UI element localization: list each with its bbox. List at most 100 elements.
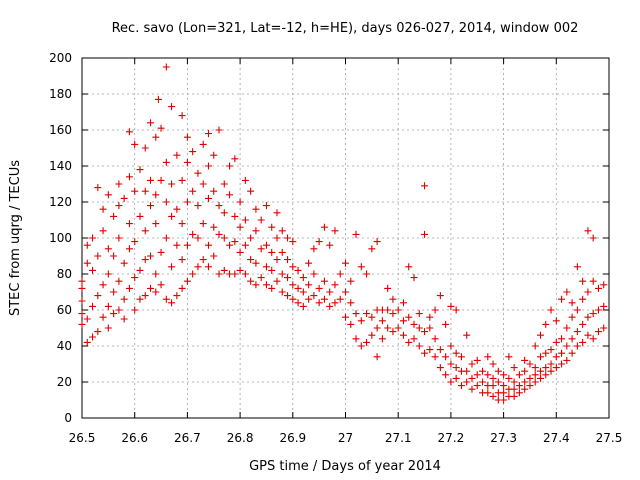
data-point [526,374,534,382]
data-point [236,198,244,206]
data-point [131,238,139,246]
data-point [547,346,555,354]
data-point [436,292,444,300]
data-point [568,299,576,307]
data-point [547,360,555,368]
data-point [342,288,349,296]
data-point [584,227,592,235]
data-point [579,295,587,303]
data-point [394,324,402,332]
data-point [373,238,381,246]
data-point [131,306,139,314]
data-point [241,176,249,184]
data-point [194,234,202,242]
data-point [547,306,555,314]
data-point [204,263,212,271]
data-point [104,270,112,278]
data-point [299,288,307,296]
data-point [294,284,302,292]
data-point [110,252,118,260]
data-point [89,302,97,310]
data-point [115,234,123,242]
data-point [284,292,292,300]
data-point [83,259,91,267]
data-point [162,234,170,242]
data-point [125,245,133,253]
data-point [210,151,218,159]
data-point [552,338,560,346]
data-point [199,140,207,148]
data-point [336,270,344,278]
data-point [484,353,492,361]
data-point [273,256,281,264]
data-point [457,382,465,390]
data-point [463,367,471,375]
data-point [378,335,386,343]
data-point [384,284,392,292]
data-point [484,389,492,397]
data-point [278,248,286,256]
data-point [452,349,460,357]
data-point [347,320,355,328]
data-point [589,335,597,343]
data-point [331,299,339,307]
data-point [547,367,555,375]
data-point [268,223,276,231]
data-point [563,288,571,296]
data-point [357,342,365,350]
data-point [305,259,313,267]
data-point [78,277,86,285]
data-point [210,252,218,260]
data-point [278,270,286,278]
data-point [99,281,107,289]
data-point [284,274,292,282]
data-point [141,187,149,195]
data-point [125,173,133,181]
data-point [526,360,534,368]
data-point [305,281,313,289]
data-point [168,299,176,307]
data-point [384,306,392,314]
data-point [389,310,397,318]
data-point [252,205,260,213]
data-point [568,313,576,321]
data-point [479,367,487,375]
data-point [331,281,339,289]
data-point [510,378,518,386]
data-point [410,274,418,282]
data-point [99,313,107,321]
data-point [183,158,191,166]
data-point [373,324,381,332]
data-point [310,292,318,300]
data-point [268,284,276,292]
data-point [436,346,444,354]
data-point [183,277,191,285]
data-point [600,302,608,310]
data-point [220,209,228,217]
y-tick-label: 60 [57,303,72,317]
data-point [442,371,450,379]
grid-lines [82,58,609,418]
data-point [94,252,102,260]
data-point [431,306,439,314]
data-point [384,324,392,332]
data-point [115,277,123,285]
data-point [120,295,128,303]
data-point [154,95,162,103]
data-point [125,284,133,292]
data-point [368,331,376,339]
x-tick-label: 26.7 [174,431,201,445]
data-point [500,371,508,379]
data-point [447,302,455,310]
data-point [299,274,307,282]
data-point [584,313,592,321]
data-point [447,342,455,350]
data-point [178,284,186,292]
data-point [452,306,460,314]
x-tick-label: 27.2 [438,431,465,445]
data-point [252,259,260,267]
data-point [542,364,550,372]
data-point [579,320,587,328]
data-point [78,297,86,305]
data-point [257,245,265,253]
